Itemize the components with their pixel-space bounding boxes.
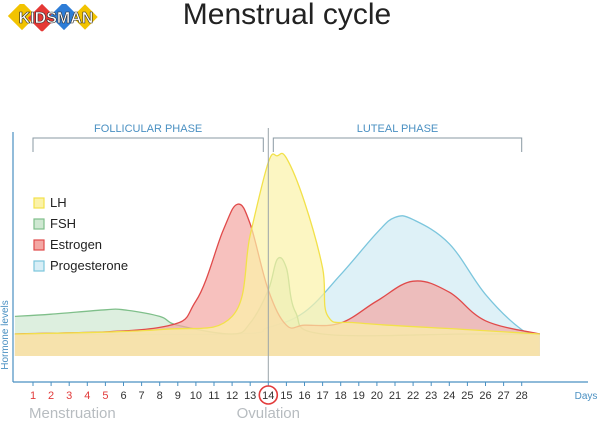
lh-line [14,152,540,335]
tick-label-3: 3 [66,390,72,402]
tick-label-22: 22 [407,390,419,402]
tick-label-25: 25 [461,390,473,402]
tick-label-2: 2 [48,390,54,402]
tick-label-4: 4 [84,390,90,402]
tick-label-15: 15 [280,390,292,402]
logo-tagline: ВСЁ О БЕРЕМЕННОСТИ И ДЕТЯХ [17,30,99,37]
logo-diamond-blue [49,1,79,31]
hormone-areas [14,128,540,382]
follicular-phase-label: FOLLICULAR PHASE [94,123,202,135]
tick-label-6: 6 [120,390,126,402]
estrogen-area [14,204,540,356]
logo-diamond-yellow-right [72,4,98,30]
menstruation-label: Menstruation [29,405,116,422]
x-axis-label: Days [575,391,598,402]
tick-label-24: 24 [443,390,455,402]
tick-label-14: 14 [262,390,274,402]
tick-label-1: 1 [30,390,36,402]
tick-label-11: 11 [208,390,219,402]
phase-brackets: FOLLICULAR PHASE LUTEAL PHASE [32,123,523,152]
tick-label-23: 23 [425,390,437,402]
lh-legend-swatch [33,197,45,209]
chart-title: Menstrual cycle [183,0,391,31]
progesterone-legend-label: Progesterone [50,258,128,273]
tick-label-16: 16 [298,390,310,402]
ovulation-day-circle [258,385,279,405]
tick-label-27: 27 [497,390,509,402]
kidsman-logo: KIDSMAN ВСЁ О БЕРЕМЕННОСТИ И ДЕТЯХ [6,1,106,40]
tick-label-7: 7 [139,390,145,402]
tick-label-17: 17 [316,390,328,402]
y-axis-label: Hormone levels [0,300,11,369]
tick-label-12: 12 [226,390,238,402]
kidsman-logo-mark: KIDSMAN ВСЁ О БЕРЕМЕННОСТИ И ДЕТЯХ [7,1,100,37]
axes: Hormone levels [0,132,588,383]
tick-label-21: 21 [389,390,401,402]
progesterone-legend-swatch [33,260,45,272]
luteal-bracket [272,137,523,152]
fsh-legend-label: FSH [50,216,76,231]
day-ticks: 1 2 3 4 5 6 7 8 9 10 11 12 13 14 15 16 17 18 19 20 21 22 23 24 2… [30,382,598,405]
tick-label-20: 20 [371,390,383,402]
logo-diamond-red [27,3,57,33]
lh-legend-label: LH [50,195,67,210]
logo-diamond-yellow [7,1,37,31]
lh-area [14,153,540,356]
tick-label-9: 9 [175,390,181,402]
follicular-bracket [32,137,264,152]
logo-wordmark: KIDSMAN [19,10,94,27]
tick-label-5: 5 [102,390,108,402]
estrogen-legend-swatch [33,239,45,251]
tick-label-28: 28 [516,390,528,402]
tick-label-26: 26 [479,390,491,402]
tick-label-19: 19 [353,390,365,402]
tick-label-18: 18 [335,390,347,402]
tick-label-10: 10 [190,390,202,402]
tick-label-8: 8 [157,390,163,402]
fsh-legend-swatch [33,218,45,230]
estrogen-legend-label: Estrogen [50,237,102,252]
legend: LH FSH Estrogen Progesterone [33,195,128,273]
annotations: Menstruation Ovulation [29,405,300,422]
ovulation-label: Ovulation [237,405,300,422]
luteal-phase-label: LUTEAL PHASE [357,123,439,135]
tick-label-13: 13 [244,390,256,402]
